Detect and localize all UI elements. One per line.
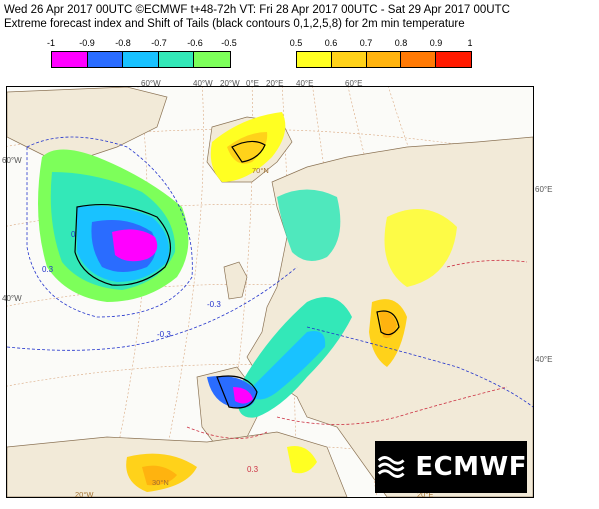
lat-label-70n: 70°N <box>252 166 269 175</box>
lon-label-top: 60°W <box>141 79 161 88</box>
efi-cold-patches <box>38 149 352 418</box>
contour-label: 0.3 <box>42 265 54 274</box>
sot-contours <box>74 140 400 409</box>
legend-color-swatch <box>366 52 402 67</box>
legend-color-swatch <box>401 52 437 67</box>
efi-warm-patches <box>126 112 457 492</box>
legend-tick: -1 <box>46 38 56 48</box>
map-panel: 60°W 70°N 30°N 20°W 20°E 0 -0.3 -0.3 0.3… <box>6 86 534 498</box>
legend-tick: 0.7 <box>359 38 373 48</box>
legend-color-swatch <box>331 52 367 67</box>
legend-tick: -0.7 <box>151 38 167 48</box>
british-isles-land <box>223 261 248 300</box>
legend-tick: 0.9 <box>429 38 443 48</box>
contour-label: 0.3 <box>247 465 259 474</box>
legend-warm: 0.5 0.6 0.7 0.8 0.9 1 <box>290 38 473 68</box>
legend-tick: -0.8 <box>115 38 131 48</box>
legend-cold-ticks: -1 -0.9 -0.8 -0.7 -0.6 -0.5 <box>47 38 237 50</box>
legend-cold-colorbar <box>51 51 231 68</box>
legend-color-swatch <box>87 52 124 67</box>
legend-tick: 0.6 <box>324 38 338 48</box>
efi-patch-africa-3 <box>287 446 317 474</box>
legend-color-swatch <box>52 52 88 67</box>
lat-label-right: 40°E <box>535 355 553 364</box>
legend-color-swatch <box>297 52 332 67</box>
legend-warm-ticks: 0.5 0.6 0.7 0.8 0.9 1 <box>290 38 473 50</box>
lon-label-top: 0°E <box>246 79 259 88</box>
ecmwf-logo-icon <box>377 456 405 478</box>
map-canvas: 60°W 70°N 30°N 20°W 20°E 0 -0.3 -0.3 0.3… <box>7 87 533 497</box>
contour-label: -0.3 <box>157 330 171 339</box>
legend-tick: -0.5 <box>221 38 237 48</box>
legend-tick: 0.5 <box>289 38 303 48</box>
efi-patch-balkans-2 <box>379 311 397 339</box>
lon-label-20e: 20°E <box>417 490 433 497</box>
efi-patch-iberia-1-0 <box>233 387 253 404</box>
lon-label-top: 20°E <box>266 79 284 88</box>
lat-label-right: 60°E <box>535 185 553 194</box>
legend-color-swatch <box>436 52 471 67</box>
legend-color-swatch <box>158 52 195 67</box>
lon-label-20w: 20°W <box>75 490 94 497</box>
title-line-1: Wed 26 Apr 2017 00UTC ©ECMWF t+48-72h VT… <box>4 4 510 16</box>
lon-label-top: 40°E <box>296 79 314 88</box>
legend-tick: -0.6 <box>187 38 203 48</box>
lon-label-top: 40°W <box>193 79 213 88</box>
legend-cold: -1 -0.9 -0.8 -0.7 -0.6 -0.5 <box>47 38 237 68</box>
lon-label-top: 20°W <box>220 79 240 88</box>
contour-label: 0 <box>71 230 76 239</box>
efi-contours-positive <box>186 259 528 439</box>
legend-tick: 1 <box>467 38 473 48</box>
legend-color-swatch <box>194 52 230 67</box>
efi-patch-europe-0-8 <box>247 331 326 400</box>
lat-label-30n: 30°N <box>152 478 169 487</box>
ecmwf-logo-text: ECMWF <box>415 452 527 482</box>
lon-label-top: 60°E <box>345 79 363 88</box>
efi-patch-1-0 <box>112 229 158 262</box>
efi-patch-africa-2 <box>142 465 177 486</box>
legend-tick: -0.9 <box>79 38 95 48</box>
contour-label: -0.3 <box>207 300 221 309</box>
efi-patch-russia <box>384 209 457 287</box>
legend-warm-colorbar <box>296 51 472 68</box>
title-line-2: Extreme forecast index and Shift of Tail… <box>4 18 465 30</box>
ecmwf-logo: ECMWF <box>375 441 527 493</box>
lat-label-left: 40°W <box>2 294 22 303</box>
legend-tick: 0.8 <box>394 38 408 48</box>
lat-label-left: 60°W <box>2 156 22 165</box>
legend-color-swatch <box>123 52 159 67</box>
efi-patch-scandinavia <box>277 189 341 261</box>
efi-contours-negative <box>7 136 533 408</box>
